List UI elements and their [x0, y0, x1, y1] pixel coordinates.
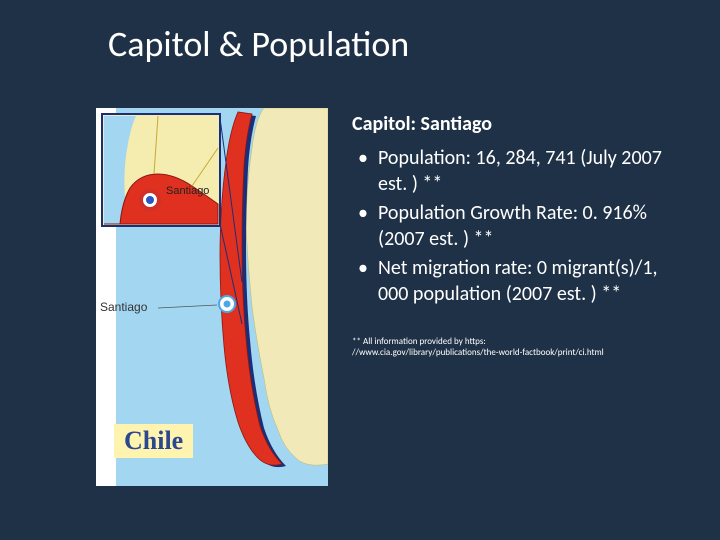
- bullet-list: Population: 16, 284, 741 (July 2007 est.…: [352, 146, 680, 308]
- list-item: Population Growth Rate: 0. 916% (2007 es…: [352, 201, 680, 252]
- content-area: Capitol: Santiago Population: 16, 284, 7…: [352, 112, 680, 359]
- map-country-label: Chile: [114, 424, 193, 458]
- slide-title: Capitol & Population: [108, 22, 680, 66]
- map-capital-label: Santiago: [100, 300, 147, 314]
- svg-text:Santiago: Santiago: [166, 185, 209, 197]
- content-subtitle: Capitol: Santiago: [352, 112, 680, 136]
- slide: Capitol & Population: [0, 0, 720, 540]
- chile-map: Santiago Santiago Chile: [96, 108, 328, 486]
- list-item: Net migration rate: 0 migrant(s)/1, 000 …: [352, 256, 680, 307]
- list-item: Population: 16, 284, 741 (July 2007 est.…: [352, 146, 680, 197]
- footnote: ** All information provided by https: //…: [352, 336, 612, 359]
